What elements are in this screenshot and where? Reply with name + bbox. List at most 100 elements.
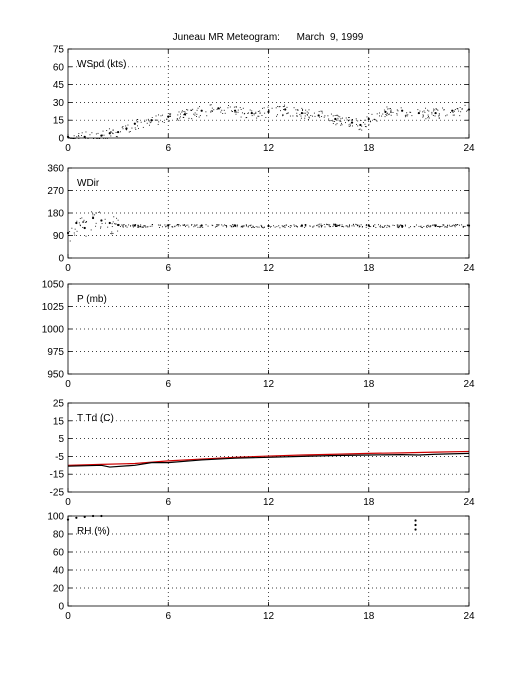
data-dot: [428, 116, 429, 118]
data-dot: [399, 225, 401, 227]
data-dot: [383, 227, 385, 228]
data-dot: [390, 114, 392, 116]
data-dot: [104, 222, 106, 224]
data-dot: [452, 224, 454, 226]
x-tick-label: 24: [463, 611, 475, 622]
data-dot: [234, 226, 236, 228]
data-dot: [295, 109, 297, 111]
data-dot: [235, 106, 237, 108]
data-dot: [95, 225, 97, 227]
data-dot: [347, 226, 349, 228]
data-dot: [137, 225, 139, 227]
data-dot: [305, 224, 307, 226]
series-line-1: [67, 450, 470, 466]
data-dot: [230, 226, 232, 228]
data-dot: [112, 129, 114, 131]
data-dot: [211, 110, 213, 112]
y-tick-label: 1025: [42, 302, 65, 313]
data-dot: [330, 113, 332, 115]
y-tick-label: 45: [53, 80, 65, 91]
data-dot: [464, 225, 466, 227]
data-dot: [260, 224, 262, 226]
data-dot: [76, 136, 78, 138]
data-dot: [179, 117, 181, 119]
data-dot: [358, 129, 360, 131]
y-tick-label: 15: [53, 416, 65, 427]
data-dot: [386, 113, 388, 115]
data-dot: [78, 133, 80, 135]
data-dot: [147, 118, 149, 120]
data-dot: [397, 224, 399, 226]
data-dot: [397, 225, 399, 227]
data-dot: [420, 225, 422, 227]
data-dot: [335, 225, 337, 227]
x-tick-label: 18: [363, 611, 375, 622]
data-dot: [191, 224, 193, 226]
data-dot: [337, 115, 339, 117]
chart-panel-5: 0 20 40 60 80 100 0 6 12 18 24 RH (%): [47, 512, 475, 623]
data-dot: [218, 224, 220, 226]
data-dot: [454, 226, 456, 228]
data-dot: [359, 225, 361, 227]
data-point: [334, 223, 337, 226]
data-dot: [278, 225, 280, 227]
data-dot: [438, 226, 440, 228]
y-tick-label: 180: [47, 209, 64, 220]
data-dot: [209, 104, 211, 106]
data-dot: [112, 221, 114, 223]
data-dot: [283, 105, 285, 107]
data-dot: [390, 109, 392, 111]
data-dot: [253, 227, 255, 228]
data-dot: [435, 226, 437, 228]
data-dot: [213, 109, 215, 111]
data-dot: [126, 129, 128, 131]
data-dot: [365, 225, 367, 227]
y-tick-label: 360: [47, 164, 64, 175]
data-dot: [252, 227, 254, 228]
data-dot: [438, 117, 440, 119]
data-dot: [270, 226, 272, 227]
data-dot: [132, 225, 134, 227]
data-dot: [301, 226, 303, 228]
data-dot: [211, 107, 213, 109]
data-dot: [137, 125, 138, 127]
data-dot: [348, 117, 350, 118]
data-dot: [83, 219, 85, 221]
data-dot: [312, 115, 313, 117]
data-dot: [183, 224, 185, 226]
data-dot: [459, 107, 461, 108]
data-dot: [349, 123, 351, 125]
data-dot: [96, 138, 98, 139]
data-dot: [83, 221, 85, 223]
data-dot: [290, 225, 292, 227]
data-dot: [227, 107, 229, 109]
chart-panel-3: 950 975 1000 1025 1050 0 6 12 18 24 P (mb): [42, 280, 475, 391]
data-point: [414, 519, 417, 522]
data-dot: [458, 110, 460, 112]
data-dot: [282, 113, 284, 115]
data-dot: [334, 226, 336, 227]
data-dot: [112, 132, 114, 134]
data-dot: [130, 225, 132, 227]
data-dot: [320, 223, 322, 225]
data-dot: [343, 226, 345, 228]
data-point: [384, 110, 387, 113]
data-dot: [401, 226, 403, 228]
data-dot: [319, 116, 321, 118]
data-dot: [82, 222, 84, 223]
data-dot: [276, 226, 278, 228]
data-dot: [145, 226, 146, 228]
data-dot: [303, 112, 305, 114]
data-dot: [442, 224, 444, 226]
data-dot: [237, 109, 239, 111]
data-dot: [284, 226, 286, 228]
data-dot: [396, 114, 398, 116]
data-dot: [148, 120, 150, 122]
data-dot: [318, 225, 320, 227]
data-dot: [71, 227, 73, 229]
data-dot: [445, 115, 447, 117]
data-dot: [362, 122, 364, 124]
data-dot: [95, 133, 97, 135]
data-dot: [78, 222, 80, 224]
data-dot: [79, 218, 81, 220]
